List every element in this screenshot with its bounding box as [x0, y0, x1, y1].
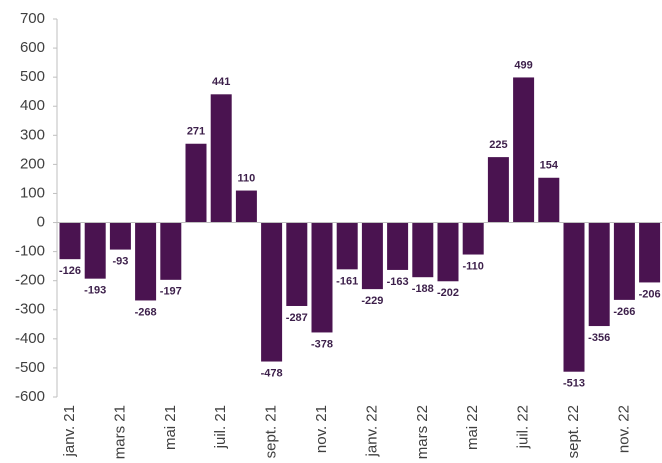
data-label: -513	[563, 378, 585, 390]
x-tick-label: mai 21	[162, 405, 179, 450]
bar	[588, 222, 610, 327]
bar	[235, 190, 257, 223]
bar	[513, 77, 535, 223]
bar	[59, 222, 81, 260]
data-label: 110	[238, 172, 256, 184]
data-label: -188	[412, 283, 434, 295]
y-tick-label: -400	[15, 330, 45, 347]
bar	[462, 222, 484, 255]
bar	[109, 222, 131, 250]
y-tick-label: -300	[15, 301, 45, 318]
x-tick-label: janv. 21	[61, 405, 78, 457]
data-label: -266	[613, 306, 635, 318]
bar	[311, 222, 333, 333]
data-label: -478	[261, 367, 283, 379]
x-tick-label: mars 22	[414, 405, 431, 459]
bar	[563, 222, 585, 372]
y-tick-label: 300	[20, 126, 45, 143]
data-label: -163	[387, 276, 409, 288]
data-label: -193	[84, 285, 106, 297]
data-label: -268	[135, 306, 157, 318]
bar	[361, 222, 383, 290]
y-tick-label: 200	[20, 155, 45, 172]
y-tick-label: 100	[20, 184, 45, 201]
data-label: -356	[588, 332, 610, 344]
bar	[160, 222, 182, 280]
y-tick-label: -100	[15, 243, 45, 260]
bar	[185, 143, 207, 223]
data-label: -229	[361, 295, 383, 307]
x-tick-label: mai 22	[464, 405, 481, 450]
data-label: 154	[540, 160, 559, 172]
y-tick-label: -200	[15, 272, 45, 289]
data-label: -93	[112, 255, 128, 267]
data-label: -378	[311, 338, 333, 350]
bar	[412, 222, 434, 278]
x-tick-label: juil. 22	[515, 405, 532, 449]
data-label: -197	[160, 286, 182, 298]
bar	[210, 94, 232, 223]
x-tick-label: juil. 21	[212, 405, 229, 449]
y-tick-label: -600	[15, 388, 45, 405]
bar	[135, 222, 157, 301]
bar	[387, 222, 409, 270]
x-tick-label: mars 21	[111, 405, 128, 459]
data-label: 499	[514, 59, 532, 71]
bar	[437, 222, 459, 282]
bar	[487, 157, 509, 223]
data-label: 271	[187, 126, 205, 138]
data-label: -161	[336, 275, 358, 287]
bar	[538, 177, 560, 223]
bar	[286, 222, 308, 306]
x-tick-label: sept. 21	[263, 405, 280, 458]
data-label: -110	[462, 260, 483, 272]
data-label: -206	[639, 288, 661, 300]
y-tick-label: -500	[15, 359, 45, 376]
bar	[336, 222, 358, 270]
data-label: 441	[212, 76, 230, 88]
y-tick-label: 400	[20, 97, 45, 114]
x-tick-label: sept. 22	[565, 405, 582, 458]
bar	[639, 222, 661, 283]
data-label: -126	[59, 265, 81, 277]
bar	[613, 222, 635, 300]
bar	[84, 222, 106, 279]
y-tick-label: 0	[37, 214, 45, 231]
bar	[261, 222, 283, 362]
x-tick-label: nov. 21	[313, 405, 330, 453]
y-tick-label: 600	[20, 39, 45, 56]
data-label: 225	[489, 139, 507, 151]
x-tick-label: janv. 22	[363, 405, 380, 457]
y-tick-label: 700	[20, 10, 45, 27]
data-label: -202	[437, 287, 459, 299]
x-tick-label: nov. 22	[615, 405, 632, 453]
data-label: -287	[286, 312, 308, 324]
y-tick-label: 500	[20, 68, 45, 85]
